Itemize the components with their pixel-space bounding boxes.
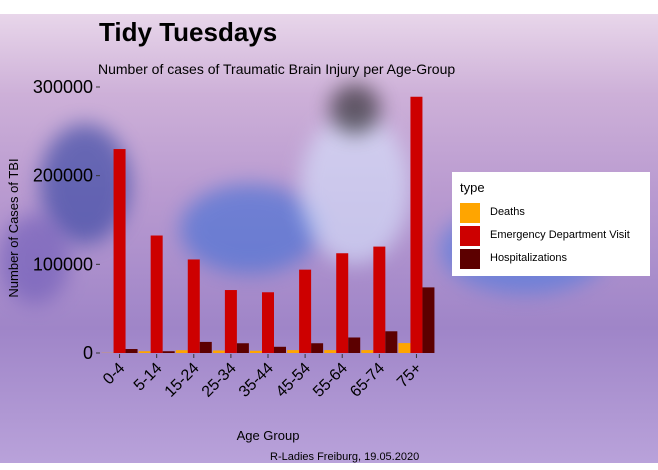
- legend-label: Deaths: [490, 206, 525, 218]
- x-tick-label: 75+: [394, 360, 425, 391]
- y-axis: 0 100000 200000 300000: [33, 77, 100, 363]
- chart-title: Tidy Tuesdays: [99, 17, 278, 47]
- bar-deaths: [324, 350, 337, 353]
- bar-deaths: [250, 350, 262, 353]
- y-tick-label: 0: [83, 343, 93, 363]
- bar-deaths: [175, 350, 188, 353]
- bar-hospitalizations: [199, 341, 212, 353]
- x-tick-label: 15-24: [162, 360, 203, 401]
- bar-deaths: [398, 343, 411, 353]
- bar-emergency-department-visit: [224, 290, 237, 353]
- legend-title: type: [460, 180, 485, 195]
- bar-emergency-department-visit: [150, 235, 163, 353]
- legend-swatch: [460, 249, 480, 269]
- legend-swatch: [460, 226, 480, 246]
- y-tick-label: 200000: [33, 166, 93, 186]
- x-tick-label: 5-14: [131, 360, 166, 395]
- bar-hospitalizations: [274, 346, 286, 353]
- bar-hospitalizations: [422, 287, 435, 353]
- bars: [101, 96, 435, 354]
- x-tick-label: 45-54: [273, 360, 314, 401]
- y-axis-title: Number of Cases of TBI: [6, 158, 21, 297]
- legend-label: Emergency Department Visit: [490, 229, 630, 241]
- bar-deaths: [212, 350, 225, 353]
- x-tick-label: 65-74: [347, 360, 388, 401]
- y-tick-label: 300000: [33, 77, 93, 97]
- x-tick-label: 0-4: [100, 360, 128, 388]
- x-axis-title: Age Group: [237, 428, 300, 443]
- bar-hospitalizations: [162, 351, 175, 353]
- bar-hospitalizations: [236, 343, 249, 353]
- bar-deaths: [138, 351, 151, 353]
- x-tick-label: 55-64: [310, 360, 351, 401]
- y-tick-label: 100000: [33, 254, 93, 274]
- bar-emergency-department-visit: [262, 292, 274, 353]
- bar-emergency-department-visit: [187, 259, 200, 353]
- chart-caption: R-Ladies Freiburg, 19.05.2020: [270, 451, 420, 463]
- bar-hospitalizations: [348, 337, 361, 353]
- legend: type Deaths Emergency Department Visit H…: [452, 172, 650, 276]
- bar-emergency-department-visit: [113, 149, 126, 353]
- x-tick-label: 35-44: [236, 360, 277, 401]
- bar-hospitalizations: [125, 349, 138, 353]
- bar-emergency-department-visit: [410, 96, 423, 354]
- bar-hospitalizations: [385, 331, 398, 353]
- bar-deaths: [361, 350, 374, 353]
- bar-hospitalizations: [311, 343, 324, 353]
- legend-swatch: [460, 203, 480, 223]
- legend-label: Hospitalizations: [490, 252, 568, 264]
- bar-emergency-department-visit: [373, 246, 386, 353]
- x-tick-label: 25-34: [199, 360, 240, 401]
- bar-emergency-department-visit: [299, 269, 312, 353]
- bar-deaths: [287, 350, 300, 353]
- bar-emergency-department-visit: [336, 253, 349, 353]
- chart-subtitle: Number of cases of Traumatic Brain Injur…: [98, 61, 456, 77]
